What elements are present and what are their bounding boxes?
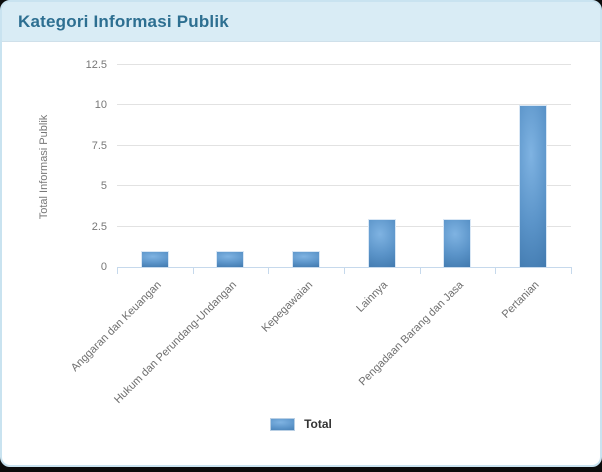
y-axis-tick-label: 7.5 [91, 139, 107, 152]
y-axis-tick-label: 2.5 [91, 220, 107, 233]
x-axis-tick [192, 267, 194, 274]
category-slot [495, 65, 571, 267]
chart-bar [292, 250, 321, 267]
category-slot [420, 65, 496, 267]
y-axis-tick-label: 12.5 [85, 59, 107, 71]
x-axis-tick [419, 267, 421, 274]
x-axis-tick [571, 267, 572, 274]
chart-bar [443, 218, 472, 267]
y-axis-tick-label: 5 [100, 180, 107, 193]
card-header: Kategori Informasi Publik [2, 2, 600, 42]
category-slot [117, 65, 193, 267]
category-slot [344, 65, 420, 267]
gridline [117, 225, 571, 227]
plot-area: 0 2.5 5 7.5 10 12.5 Anggaran dan Keuangan Hukum… [68, 59, 572, 406]
x-axis-tick [344, 267, 345, 274]
legend-label: Total [304, 417, 332, 431]
x-axis-label: Hukum dan Perundang-Undangan [112, 279, 239, 406]
legend: Total [2, 417, 600, 431]
gridline [117, 104, 571, 106]
x-axis-tick [117, 267, 118, 274]
gridline [117, 64, 571, 65]
category-slot [268, 65, 344, 267]
bar-chart: Total Informasi Publik 0 2.5 5 7.5 10 12.5 Ang… [2, 43, 600, 465]
x-axis-label: Lainnya [354, 279, 391, 315]
gridline [117, 144, 571, 146]
chart-bar [216, 250, 245, 267]
chart-bar [140, 250, 169, 267]
x-axis-tick [495, 267, 497, 274]
y-axis-tick-label: 0 [100, 261, 107, 273]
gridline [117, 185, 571, 187]
y-axis-tick-label: 10 [94, 99, 107, 112]
category-slot [193, 65, 269, 267]
card-title: Kategori Informasi Publik [18, 11, 229, 31]
y-axis-title: Total Informasi Publik [38, 114, 50, 220]
legend-item-total[interactable]: Total [270, 417, 332, 431]
x-axis-label: Pertanian [499, 279, 542, 321]
x-axis-label: Kepegawaian [259, 279, 315, 335]
chart-bar [367, 218, 396, 267]
chart-bar [519, 105, 548, 267]
legend-swatch-icon [270, 417, 296, 431]
x-axis-tick [268, 267, 270, 274]
